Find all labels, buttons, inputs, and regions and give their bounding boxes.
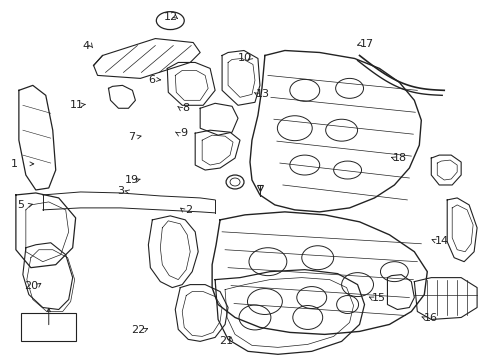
Text: 9: 9 [180,129,187,138]
Text: 16: 16 [423,313,437,323]
Text: 1: 1 [11,159,18,169]
Text: 4: 4 [82,41,90,50]
Text: 11: 11 [69,100,83,110]
Text: 2: 2 [184,206,192,216]
Text: 13: 13 [256,89,269,99]
Text: 14: 14 [434,236,448,246]
Text: 5: 5 [17,200,24,210]
Text: 17: 17 [360,39,373,49]
Text: 8: 8 [182,103,189,113]
Text: 7: 7 [128,132,135,142]
Text: 3: 3 [117,186,123,197]
Text: 21: 21 [219,336,233,346]
Text: 10: 10 [237,53,251,63]
Text: 22: 22 [131,325,145,335]
Bar [21,314,76,341]
Text: 19: 19 [124,175,138,185]
Text: 18: 18 [392,153,407,163]
Text: 6: 6 [148,75,155,85]
Text: 20: 20 [24,281,38,291]
Text: 12: 12 [163,12,177,22]
Text: 15: 15 [371,293,385,303]
